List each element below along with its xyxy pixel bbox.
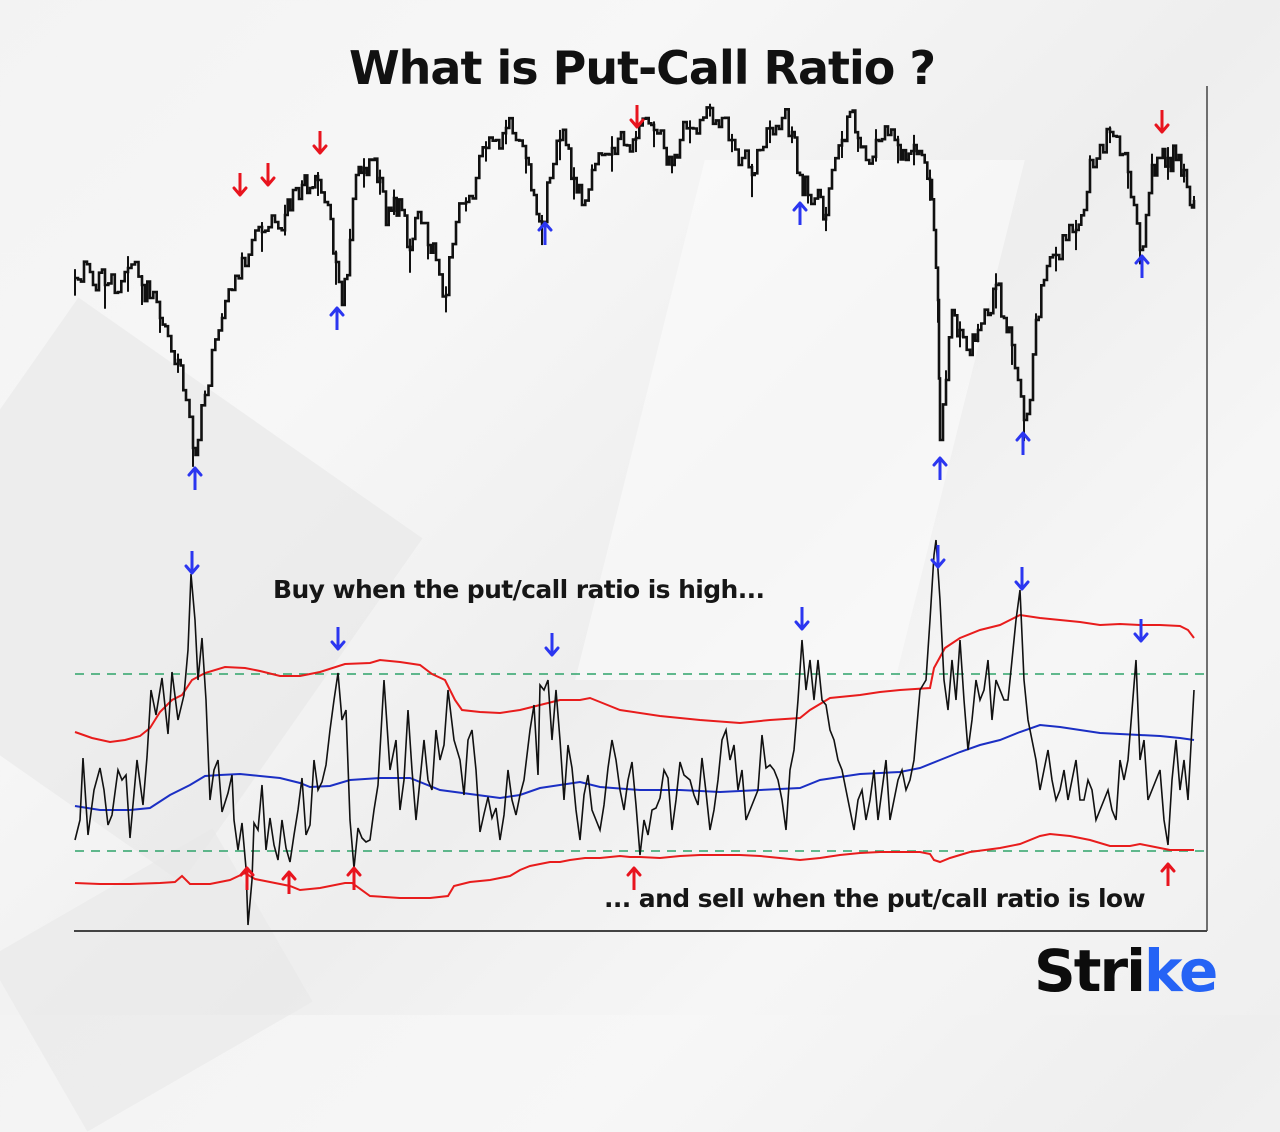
buy-annotation: Buy when the put/call ratio is high... xyxy=(273,575,765,604)
strike-logo: Strike xyxy=(1034,936,1218,1006)
sell-signal-down-arrow-icon xyxy=(1154,110,1170,134)
logo-text: Stri xyxy=(1034,937,1146,1005)
lower-band-line xyxy=(74,832,1194,899)
high-ratio-down-arrow-icon xyxy=(1133,619,1149,643)
low-ratio-up-arrow-icon xyxy=(239,866,255,890)
high-ratio-down-arrow-icon xyxy=(184,551,200,575)
high-ratio-down-arrow-icon xyxy=(544,633,560,657)
buy-signal-up-arrow-icon xyxy=(1134,254,1150,278)
low-ratio-up-arrow-icon xyxy=(1160,862,1176,886)
sell-signal-down-arrow-icon xyxy=(629,105,645,129)
high-ratio-down-arrow-icon xyxy=(930,545,946,569)
buy-signal-up-arrow-icon xyxy=(1015,431,1031,455)
price-bars xyxy=(74,103,1195,467)
price-chart-panel xyxy=(74,103,1196,467)
sell-annotation: ... and sell when the put/call ratio is … xyxy=(604,884,1146,913)
page-title: What is Put-Call Ratio ? xyxy=(348,41,936,95)
price-line xyxy=(75,106,1196,457)
sell-signal-down-arrow-icon xyxy=(232,173,248,197)
put-call-ratio-panel xyxy=(74,539,1205,926)
upper-band-line xyxy=(74,613,1195,744)
buy-signal-up-arrow-icon xyxy=(932,456,948,480)
chart-frame xyxy=(74,86,1208,932)
buy-signal-up-arrow-icon xyxy=(537,221,553,245)
high-ratio-down-arrow-icon xyxy=(1014,567,1030,591)
low-ratio-up-arrow-icon xyxy=(346,866,362,890)
high-ratio-down-arrow-icon xyxy=(794,607,810,631)
logo-accent-text: ke xyxy=(1143,937,1218,1005)
low-ratio-up-arrow-icon xyxy=(626,866,642,890)
sell-signal-down-arrow-icon xyxy=(312,131,328,155)
sell-signal-down-arrow-icon xyxy=(260,163,276,187)
chart-canvas xyxy=(74,86,1208,932)
signal-arrows xyxy=(184,105,1176,894)
put-call-ratio-line xyxy=(74,539,1195,926)
high-ratio-down-arrow-icon xyxy=(330,627,346,651)
buy-signal-up-arrow-icon xyxy=(792,201,808,225)
buy-signal-up-arrow-icon xyxy=(187,466,203,490)
moving-average-line xyxy=(74,723,1195,811)
buy-signal-up-arrow-icon xyxy=(329,306,345,330)
low-ratio-up-arrow-icon xyxy=(281,870,297,894)
